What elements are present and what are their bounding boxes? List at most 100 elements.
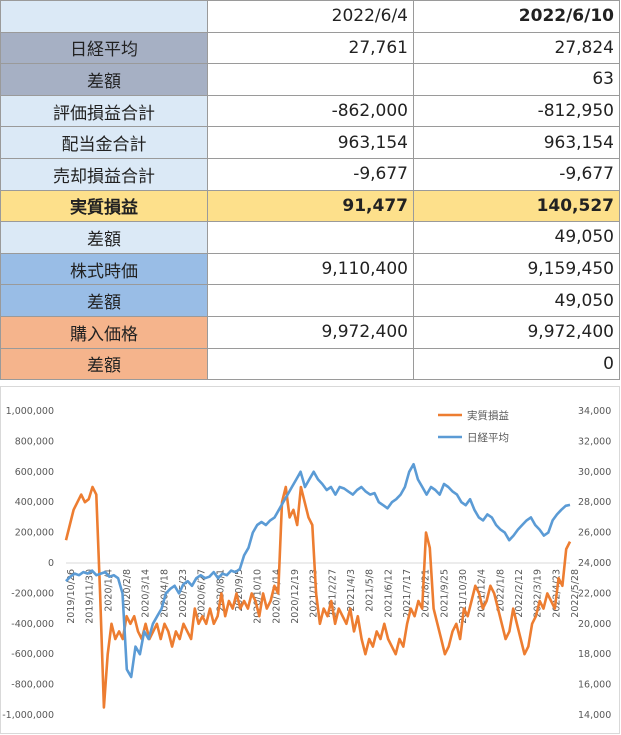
right-axis-tick-label: 28,000 — [578, 497, 611, 508]
left-axis-tick-label: 1,000,000 — [6, 406, 54, 417]
table-row: 差額 49,050 — [0, 284, 620, 317]
x-axis-tick-label: 2020/3/14 — [141, 569, 152, 618]
x-axis-tick-label: 2021/9/25 — [439, 569, 450, 618]
row-label: 実質損益 — [0, 189, 208, 223]
row-label: 差額 — [0, 221, 208, 254]
x-axis-tick-label: 2021/1/23 — [309, 569, 320, 618]
value-2022-6-4: -862,000 — [207, 94, 414, 128]
left-axis-tick-label: -1,000,000 — [2, 710, 54, 721]
x-axis-tick-label: 2021/2/27 — [327, 569, 338, 618]
table-row: 購入価格 9,972,400 9,972,400 — [0, 315, 620, 349]
x-axis-tick-label: 2021/10/30 — [458, 569, 469, 624]
table-row: 売却損益合計 -9,677 -9,677 — [0, 157, 620, 191]
x-axis-tick-label: 2021/5/8 — [365, 569, 376, 612]
value-2022-6-4 — [207, 284, 414, 317]
row-label: 株式時価 — [0, 252, 208, 286]
summary-table-body: 2022/6/4 2022/6/10 日経平均 27,761 27,824 差額 63 評… — [0, 0, 620, 381]
x-axis-tick-label: 2021/7/17 — [402, 569, 413, 618]
x-axis-tick-label: 2022/5/28 — [570, 569, 581, 618]
value-2022-6-10: 963,154 — [413, 126, 620, 159]
legend-label: 日経平均 — [467, 431, 509, 444]
left-axis-tick-label: -200,000 — [11, 588, 54, 599]
table-row: 日経平均 27,761 27,824 — [0, 31, 620, 65]
right-axis-tick-label: 30,000 — [578, 467, 611, 478]
value-2022-6-10: 140,527 — [413, 189, 620, 223]
table-header-row: 2022/6/4 2022/6/10 — [0, 0, 620, 33]
row-label: 購入価格 — [0, 315, 208, 349]
right-axis-tick-label: 14,000 — [578, 710, 611, 721]
header-date-1: 2022/6/4 — [207, 0, 414, 33]
value-2022-6-4 — [207, 63, 414, 96]
value-2022-6-10: 0 — [413, 347, 620, 381]
summary-table: 2022/6/4 2022/6/10 日経平均 27,761 27,824 差額 63 評… — [0, 0, 620, 381]
left-axis-tick-label: 600,000 — [15, 467, 54, 478]
x-axis-tick-label: 2021/8/21 — [421, 569, 432, 618]
right-axis-tick-label: 20,000 — [578, 619, 611, 630]
x-axis-tick-label: 2020/11/14 — [271, 569, 282, 624]
left-axis-tick-label: 400,000 — [15, 497, 54, 508]
left-axis-tick-label: 800,000 — [15, 436, 54, 447]
left-axis-tick-label: -400,000 — [11, 619, 54, 630]
x-axis-tick-label: 2019/10/26 — [66, 569, 77, 624]
table-row: 株式時価 9,110,400 9,159,450 — [0, 252, 620, 286]
right-axis-tick-label: 24,000 — [578, 558, 611, 569]
x-axis-tick-label: 2020/10/10 — [253, 569, 264, 624]
profit-nikkei-line-chart: 1,000,000 800,000 600,000 400,000 200,000 0 -2… — [0, 386, 620, 734]
table-row: 差額 49,050 — [0, 221, 620, 254]
right-axis-tick-label: 34,000 — [578, 406, 611, 417]
row-label: 売却損益合計 — [0, 157, 208, 191]
value-2022-6-4: 9,972,400 — [207, 315, 414, 349]
value-2022-6-4 — [207, 221, 414, 254]
table-row: 配当金合計 963,154 963,154 — [0, 126, 620, 159]
header-blank-cell — [0, 0, 208, 33]
value-2022-6-10: 9,159,450 — [413, 252, 620, 286]
row-label: 配当金合計 — [0, 126, 208, 159]
row-label: 評価損益合計 — [0, 94, 208, 128]
left-axis-tick-label: 0 — [48, 558, 54, 569]
value-2022-6-10: 49,050 — [413, 221, 620, 254]
x-axis-tick-label: 2021/6/12 — [383, 569, 394, 618]
right-axis-tick-label: 26,000 — [578, 528, 611, 539]
table-row: 差額 63 — [0, 63, 620, 96]
value-2022-6-4: 9,110,400 — [207, 252, 414, 286]
row-label: 日経平均 — [0, 31, 208, 65]
series-line-nikkei-average — [65, 462, 571, 679]
value-2022-6-4: 91,477 — [207, 189, 414, 223]
value-2022-6-10: 9,972,400 — [413, 315, 620, 349]
left-axis-tick-label: 200,000 — [15, 528, 54, 539]
value-2022-6-10: 49,050 — [413, 284, 620, 317]
right-axis-tick-label: 22,000 — [578, 588, 611, 599]
x-axis-tick-label: 2020/2/8 — [122, 569, 133, 612]
legend-label: 実質損益 — [467, 409, 509, 422]
value-2022-6-10: -9,677 — [413, 157, 620, 191]
table-row: 実質損益 91,477 140,527 — [0, 189, 620, 223]
x-axis-tick-label: 2020/5/23 — [178, 569, 189, 618]
row-label: 差額 — [0, 63, 208, 96]
row-label: 差額 — [0, 347, 208, 381]
header-date-2: 2022/6/10 — [413, 0, 620, 33]
table-row: 差額 0 — [0, 347, 620, 381]
x-axis-tick-label: 2022/2/12 — [514, 569, 525, 618]
x-axis-tick-label: 2020/8/1 — [215, 569, 226, 612]
right-axis-tick-label: 16,000 — [578, 680, 611, 691]
value-2022-6-10: -812,950 — [413, 94, 620, 128]
x-axis-tick-label: 2020/6/27 — [197, 569, 208, 618]
x-axis-tick-label: 2020/1/4 — [103, 569, 114, 612]
x-axis-tick-label: 2021/12/4 — [477, 569, 488, 618]
x-axis-tick-label: 2019/11/30 — [85, 569, 96, 624]
left-axis-tick-label: -800,000 — [11, 680, 54, 691]
value-2022-6-4: 963,154 — [207, 126, 414, 159]
x-axis-tick-label: 2021/4/3 — [346, 569, 357, 612]
value-2022-6-4: 27,761 — [207, 31, 414, 65]
x-axis-tick-label: 2020/12/19 — [290, 569, 301, 624]
row-label: 差額 — [0, 284, 208, 317]
x-axis-tick-label: 2022/3/19 — [533, 569, 544, 618]
chart-frame — [0, 386, 620, 734]
value-2022-6-10: 27,824 — [413, 31, 620, 65]
right-axis-tick-label: 32,000 — [578, 436, 611, 447]
right-axis-tick-label: 18,000 — [578, 649, 611, 660]
left-axis-tick-label: -600,000 — [11, 649, 54, 660]
value-2022-6-4 — [207, 347, 414, 381]
table-row: 評価損益合計 -862,000 -812,950 — [0, 94, 620, 128]
value-2022-6-4: -9,677 — [207, 157, 414, 191]
